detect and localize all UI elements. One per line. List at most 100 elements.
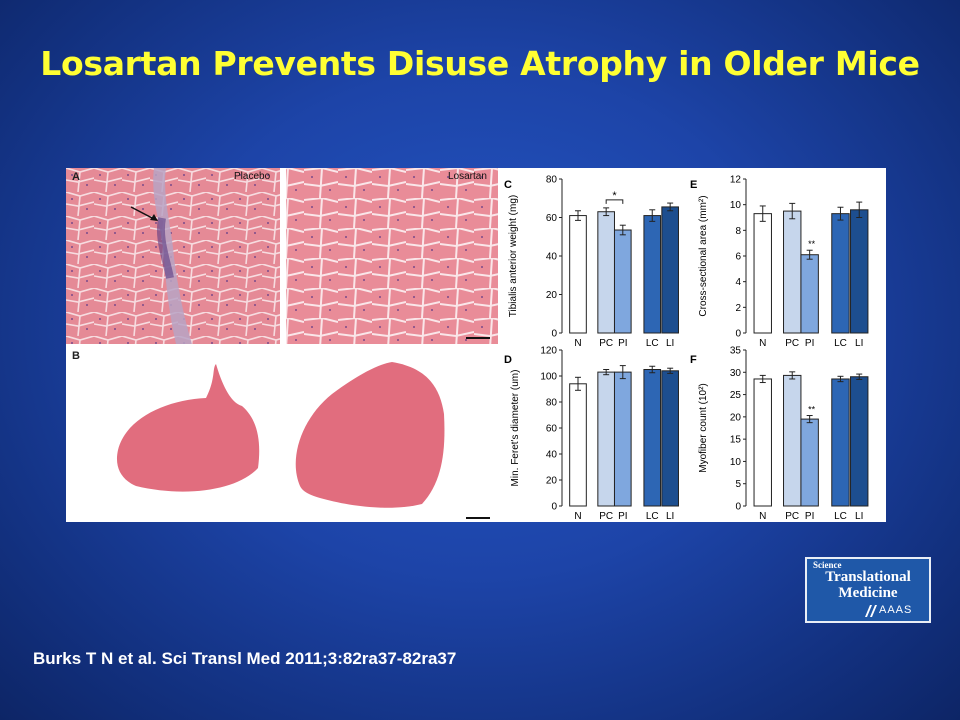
y-tick-label: 0 <box>735 502 741 513</box>
y-tick-label: 60 <box>546 213 558 224</box>
x-tick-label: PC <box>599 511 613 522</box>
bar-pi <box>800 254 819 334</box>
x-tick-label: PI <box>618 338 627 349</box>
chart-e: E 0 2 4 6 8 10 12 Cross-sectional area (mm²) N PC P… <box>690 175 869 349</box>
bar-li <box>661 206 679 334</box>
citation: Burks T N et al. Sci Transl Med 2011;3:8… <box>33 649 457 668</box>
panel-letter: E <box>690 179 697 191</box>
y-tick-label: 5 <box>735 479 741 490</box>
bar-n <box>569 215 587 334</box>
panel-b-letter: B <box>72 350 80 362</box>
journal-logo: Science Translational Medicine AAAS <box>805 557 931 623</box>
losartan-section <box>295 362 445 508</box>
x-tick-label: LC <box>834 511 847 522</box>
losartan-micrograph <box>286 168 498 344</box>
bar-pi <box>613 229 632 334</box>
bar-n <box>569 383 587 507</box>
y-tick-label: 4 <box>735 277 741 288</box>
x-tick-label: LI <box>855 511 863 522</box>
x-tick-label: N <box>574 511 581 522</box>
bar-pi <box>800 418 819 507</box>
y-tick-label: 100 <box>540 372 557 383</box>
x-tick-label: PI <box>805 338 814 349</box>
panel-a-letter: A <box>72 171 80 183</box>
bar-n <box>753 378 772 507</box>
y-tick-label: 0 <box>551 502 557 513</box>
y-tick-label: 10 <box>730 457 742 468</box>
x-tick-label: N <box>759 338 766 349</box>
y-tick-label: 20 <box>546 290 558 301</box>
y-tick-label: 8 <box>735 226 741 237</box>
significance-label: ** <box>808 405 816 415</box>
x-tick-label: LI <box>855 338 863 349</box>
panel-letter: D <box>504 354 512 366</box>
y-tick-label: 0 <box>735 329 741 340</box>
y-tick-label: 20 <box>730 412 742 423</box>
x-tick-label: LC <box>834 338 847 349</box>
bar-lc <box>831 213 850 334</box>
y-tick-label: 35 <box>730 346 742 357</box>
bar-pc <box>783 210 802 334</box>
placebo-label: Placebo <box>234 171 271 182</box>
bar-n <box>753 213 772 334</box>
bar-lc <box>831 378 850 507</box>
x-tick-label: LC <box>646 511 659 522</box>
y-axis-label: Cross-sectional area (mm²) <box>698 195 709 316</box>
y-tick-label: 30 <box>730 368 742 379</box>
y-tick-label: 80 <box>546 175 558 186</box>
logo-medicine: Medicine <box>838 585 898 601</box>
logo-science: Science <box>813 560 842 570</box>
bar-pc <box>597 371 615 507</box>
x-tick-label: N <box>574 338 581 349</box>
significance-label: * <box>612 190 617 202</box>
y-tick-label: 60 <box>546 424 558 435</box>
y-tick-label: 0 <box>551 329 557 340</box>
x-tick-label: LC <box>646 338 659 349</box>
y-tick-label: 6 <box>735 252 741 263</box>
y-tick-label: 15 <box>730 435 742 446</box>
slide-title: Losartan Prevents Disuse Atrophy in Olde… <box>40 44 920 83</box>
y-tick-label: 80 <box>546 398 558 409</box>
bar-pi <box>613 371 632 507</box>
panel-letter: F <box>690 354 697 366</box>
y-tick-label: 40 <box>546 252 558 263</box>
x-tick-label: PI <box>618 511 627 522</box>
y-tick-label: 20 <box>546 476 558 487</box>
x-tick-label: PI <box>805 511 814 522</box>
y-tick-label: 120 <box>540 346 557 357</box>
chart-c: C 0 20 40 60 80 Tibialis anterior weight (mg) N… <box>504 175 679 349</box>
bar-pc <box>597 211 615 334</box>
chart-d: D 0 20 40 60 80 100 120 Min. Feret's diameter (u… <box>504 346 679 522</box>
x-tick-label: N <box>759 511 766 522</box>
logo-translational: Translational <box>825 569 911 585</box>
logo-aaas: AAAS <box>879 604 913 616</box>
x-tick-label: PC <box>785 511 799 522</box>
histology-images <box>66 168 498 522</box>
bar-lc <box>643 215 662 334</box>
x-tick-label: PC <box>599 338 613 349</box>
significance-bracket <box>605 199 624 204</box>
bar-li <box>850 376 869 507</box>
y-tick-label: 12 <box>730 175 742 186</box>
x-tick-label: PC <box>785 338 799 349</box>
y-axis-label: Tibialis anterior weight (mg) <box>508 195 519 317</box>
losartan-label: Losartan <box>448 171 487 182</box>
y-axis-label: Myofiber count (10²) <box>698 383 709 472</box>
figure-panel: A Placebo Losartan B C 0 20 40 60 80 Tibialis … <box>66 168 886 522</box>
panel-letter: C <box>504 179 512 191</box>
y-tick-label: 40 <box>546 450 558 461</box>
y-tick-label: 10 <box>730 200 742 211</box>
aaas-mark-icon <box>865 605 877 617</box>
x-tick-label: LI <box>666 338 674 349</box>
chart-f: F 0 5 10 15 20 25 30 35 Myofiber count (10²) N PC PI… <box>690 346 869 522</box>
bar-li <box>850 209 869 334</box>
x-tick-label: LI <box>666 511 674 522</box>
significance-label: ** <box>808 239 816 249</box>
y-tick-label: 2 <box>735 303 741 314</box>
bar-pc <box>783 374 802 507</box>
y-axis-label: Min. Feret's diameter (um) <box>510 370 521 487</box>
placebo-section <box>116 364 260 492</box>
bar-lc <box>643 369 662 507</box>
bar-li <box>661 370 679 507</box>
